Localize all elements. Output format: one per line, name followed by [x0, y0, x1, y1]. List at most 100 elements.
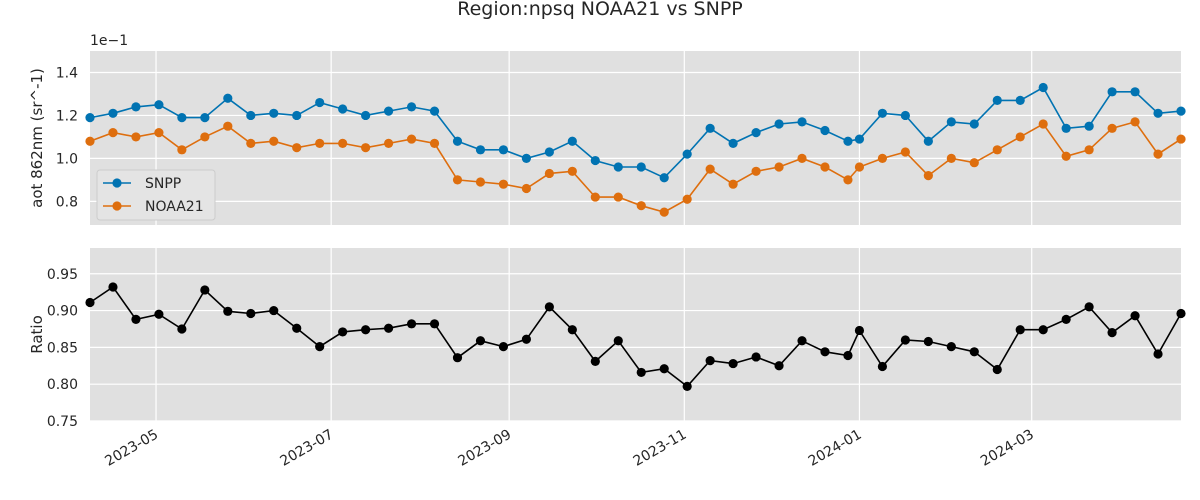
data-point: [613, 336, 623, 346]
y-tick-label: 0.85: [47, 340, 78, 356]
data-point: [854, 325, 865, 336]
data-point: [590, 155, 600, 166]
data-point: [475, 177, 486, 187]
data-point: [797, 153, 807, 164]
data-point: [843, 175, 853, 185]
data-point: [85, 112, 95, 123]
data-point: [315, 342, 325, 352]
data-point: [1061, 151, 1071, 161]
data-point: [223, 121, 233, 131]
y-tick-label: 0.90: [47, 304, 78, 320]
data-point: [498, 145, 509, 155]
data-point: [682, 149, 692, 159]
data-point: [383, 138, 394, 148]
data-point: [108, 108, 118, 118]
data-point: [659, 173, 669, 183]
data-point: [452, 175, 463, 185]
data-point: [567, 136, 577, 146]
x-tick-label: 2023-05: [102, 427, 161, 470]
data-point: [820, 347, 830, 357]
data-point: [1130, 87, 1140, 97]
data-point: [1061, 123, 1071, 133]
data-point: [406, 319, 417, 329]
data-point: [636, 201, 646, 211]
data-point: [1038, 119, 1048, 129]
data-point: [269, 108, 279, 118]
data-point: [877, 361, 888, 372]
data-point: [200, 132, 210, 142]
data-point: [728, 138, 738, 148]
data-point: [705, 123, 715, 133]
data-point: [1084, 145, 1094, 155]
data-point: [361, 110, 371, 121]
data-point: [521, 153, 532, 164]
data-point: [1084, 121, 1094, 131]
data-point: [154, 309, 164, 319]
data-point: [246, 110, 256, 121]
data-point: [521, 334, 532, 344]
data-point: [200, 285, 210, 295]
data-point: [682, 194, 692, 204]
data-point: [1107, 328, 1117, 338]
data-point: [751, 352, 761, 362]
data-point: [946, 117, 956, 127]
data-point: [498, 342, 509, 352]
data-point: [946, 153, 956, 164]
data-point: [992, 145, 1002, 155]
y-tick-label: 0.8: [56, 194, 78, 210]
data-point: [85, 297, 95, 308]
data-point: [544, 168, 554, 179]
chart-title: Region:npsq NOAA21 vs SNPP: [457, 0, 743, 20]
data-point: [590, 192, 600, 202]
data-point: [475, 145, 486, 155]
data-point: [774, 119, 784, 129]
data-point: [1153, 349, 1163, 359]
data-point: [498, 179, 509, 189]
data-point: [108, 128, 118, 138]
data-point: [292, 323, 302, 333]
data-point: [383, 106, 394, 116]
panel-1: 0.8 1.0 1.2 1.4 aot 862nm (sr^-1) 1e−1 SNPP NOA…: [28, 33, 1186, 225]
y-axis-label: aot 862nm (sr^-1): [28, 68, 46, 208]
data-point: [1107, 123, 1117, 133]
data-point: [361, 325, 371, 335]
data-point: [636, 162, 646, 172]
data-point: [751, 128, 761, 138]
data-point: [567, 325, 577, 335]
data-point: [338, 138, 348, 148]
data-point: [406, 134, 417, 144]
y-tick-label: 1.4: [56, 65, 78, 81]
data-point: [797, 336, 807, 346]
data-point: [292, 110, 302, 121]
data-point: [1153, 108, 1163, 118]
data-point: [544, 147, 554, 157]
data-point: [131, 132, 141, 142]
data-point: [923, 136, 933, 146]
data-point: [854, 162, 865, 172]
data-point: [406, 102, 417, 112]
data-point: [705, 356, 715, 366]
data-point: [246, 138, 256, 148]
data-point: [992, 95, 1002, 106]
data-point: [429, 106, 440, 116]
data-point: [452, 353, 463, 363]
data-point: [877, 108, 888, 118]
data-point: [969, 158, 979, 168]
data-point: [544, 302, 554, 312]
data-point: [682, 381, 692, 391]
y-tick-label: 0.80: [47, 377, 78, 393]
data-point: [177, 145, 187, 155]
data-point: [774, 361, 784, 371]
data-point: [177, 112, 187, 123]
y-tick-label: 0.75: [47, 414, 78, 430]
data-point: [1130, 117, 1140, 127]
x-tick-label: 2023-11: [631, 427, 690, 470]
data-point: [854, 134, 865, 144]
data-point: [154, 128, 164, 138]
data-point: [659, 364, 669, 374]
data-point: [820, 125, 830, 136]
data-point: [1176, 134, 1186, 144]
data-point: [636, 367, 646, 378]
legend-swatch-marker: [112, 201, 122, 211]
